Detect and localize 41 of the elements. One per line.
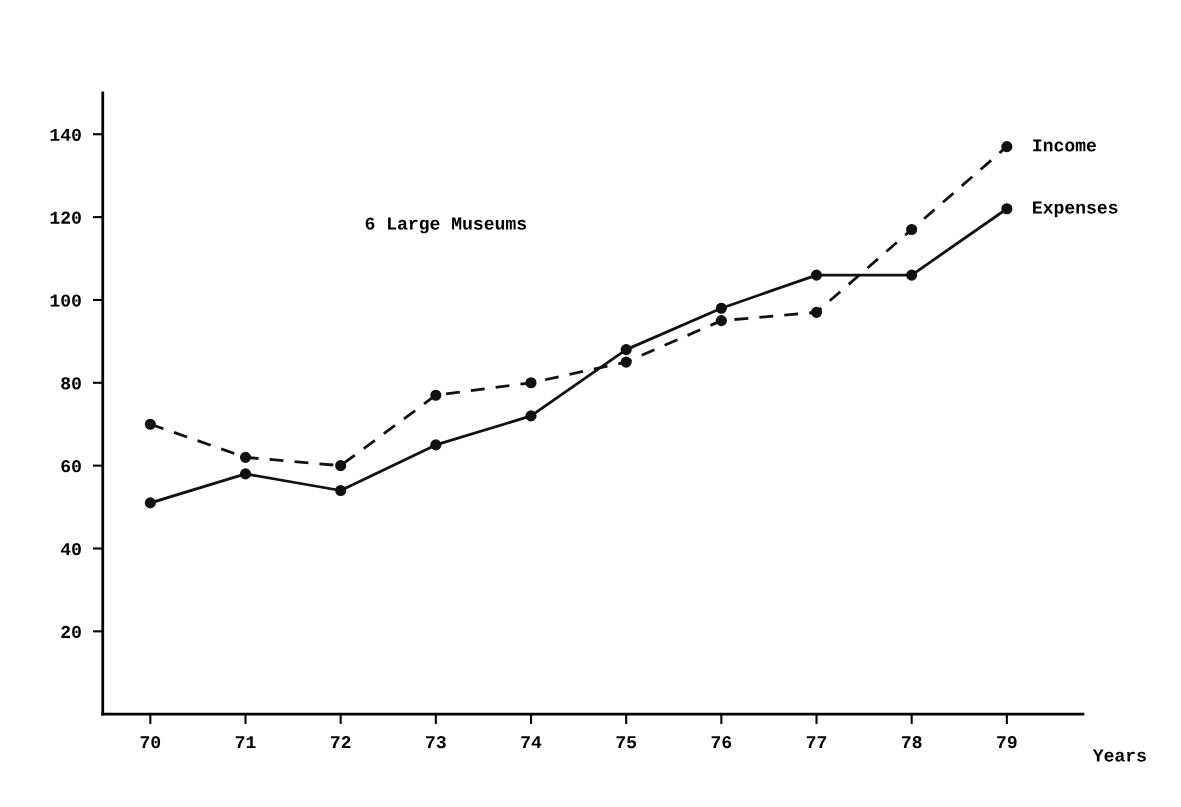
point <box>239 451 252 463</box>
series-label: Expenses <box>1033 201 1118 218</box>
x-tick-label: 71 <box>235 736 256 749</box>
point <box>335 484 347 497</box>
x-tick-label: 79 <box>997 736 1017 749</box>
point <box>525 410 537 422</box>
point <box>906 269 918 281</box>
point <box>715 302 727 314</box>
point <box>144 418 156 430</box>
point <box>525 377 537 389</box>
point <box>1001 203 1013 215</box>
point <box>906 223 918 236</box>
point <box>239 468 252 480</box>
x-tick-label: 77 <box>806 736 827 749</box>
annotation: 6 Large Museums <box>365 217 526 234</box>
y-tick-label: 60 <box>61 460 81 473</box>
point <box>810 269 823 281</box>
x-tick-label: 78 <box>901 736 922 749</box>
point <box>144 497 156 509</box>
y-tick-label: 80 <box>61 377 81 390</box>
x-tick-label: 70 <box>140 736 161 749</box>
x-tick-label: 75 <box>616 736 637 749</box>
point <box>1001 141 1013 153</box>
x-tick-label: 74 <box>521 736 542 749</box>
y-tick-label: 20 <box>61 625 81 639</box>
point <box>430 439 442 451</box>
y-tick-label: 140 <box>50 128 81 141</box>
x-tick-label: 72 <box>330 736 351 749</box>
point <box>430 389 442 401</box>
x-axis-title: Years <box>1092 749 1146 762</box>
x-tick-label: 76 <box>711 736 732 749</box>
point <box>715 315 727 327</box>
y-tick-label: 100 <box>50 294 81 307</box>
series-label: Income <box>1033 139 1096 152</box>
x-tick-label: 73 <box>426 736 446 749</box>
y-tick-label: 120 <box>50 211 81 224</box>
point <box>620 344 632 356</box>
point <box>810 306 823 318</box>
point <box>335 460 347 472</box>
y-tick-label: 40 <box>60 542 81 556</box>
point <box>620 356 632 368</box>
